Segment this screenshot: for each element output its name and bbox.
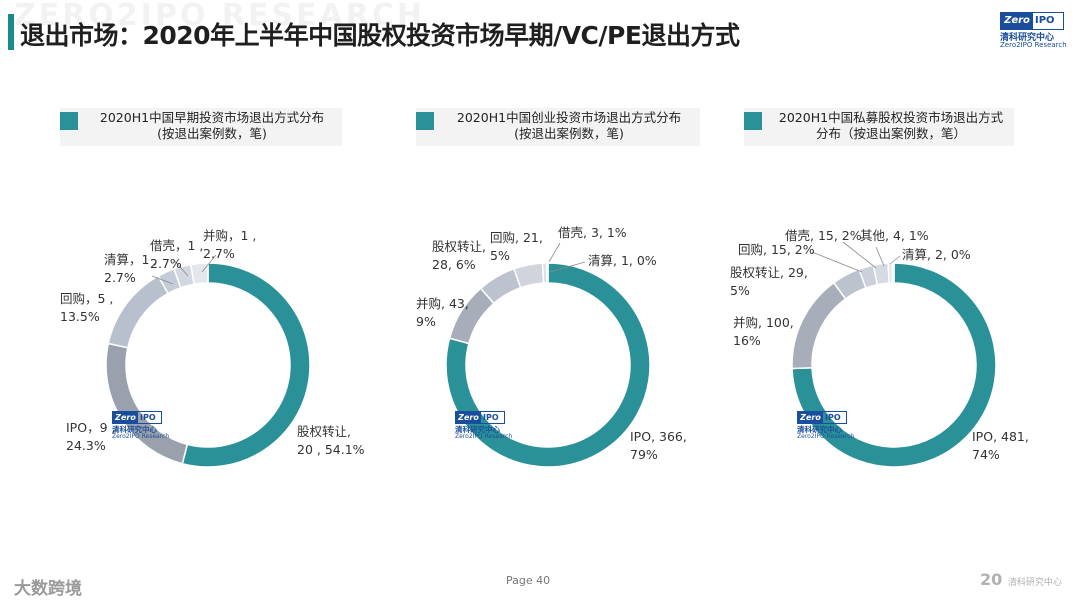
legend-line-1: 2020H1中国创业投资市场退出方式分布 <box>456 110 682 125</box>
slice-IPO <box>791 262 997 468</box>
logo-ipo-text: IPO <box>1035 15 1055 26</box>
legend-swatch <box>416 112 434 130</box>
page-title: 退出市场：2020年上半年中国股权投资市场早期/VC/PE退出方式 <box>20 21 740 50</box>
logo-cn-text: 清科研究中心 <box>1000 33 1055 43</box>
footer-brand: 20 清科研究中心 <box>980 570 1062 589</box>
footer-brand-num: 20 <box>980 570 1003 589</box>
legend-early: 2020H1中国早期投资市场退出方式分布 (按退出案例数，笔) <box>60 108 342 146</box>
title-accent-bar <box>8 14 14 50</box>
data-label-IPO: IPO，9 , 24.3% <box>66 420 115 453</box>
zero2ipo-logo: Zero IPO 清科研究中心 Zero2IPO Research <box>990 12 1070 52</box>
leader-line <box>549 261 586 273</box>
data-label-借壳: 借壳, 15, 2% <box>785 228 862 243</box>
logo-zero-text: Zero <box>1001 13 1033 29</box>
data-label-清算: 清算, 2, 0% <box>902 247 971 262</box>
logo-zero-text: Zero <box>456 412 481 423</box>
logo-en-text: Zero2IPO Research <box>797 433 855 440</box>
legend-line-1: 2020H1中国私募股权投资市场退出方式 <box>778 110 1004 125</box>
slice-IPO <box>445 262 651 468</box>
chart-logo-early: Zero IPO 清科研究中心 Zero2IPO Research <box>112 411 178 443</box>
data-label-并购: 并购, 100, 16% <box>733 315 794 348</box>
slice-回购 <box>107 274 170 349</box>
data-label-并购: 并购，1 , 2.7% <box>203 228 256 261</box>
data-label-股权转让: 股权转让, 20 , 54.1% <box>297 424 365 457</box>
logo-en-text: Zero2IPO Research <box>112 433 170 440</box>
data-label-IPO: IPO, 481, 74% <box>972 429 1029 462</box>
data-label-并购: 并购, 43, 9% <box>416 296 469 329</box>
data-label-其他: 其他, 4, 1% <box>860 228 929 243</box>
data-label-借壳: 借壳，1 , 2.7% <box>150 238 203 271</box>
chart-logo-vc: Zero IPO 清科研究中心 Zero2IPO Research <box>455 411 521 443</box>
data-label-借壳: 借壳, 3, 1% <box>558 225 627 240</box>
logo-en-text: Zero2IPO Research <box>455 433 513 440</box>
logo-zero-text: Zero <box>113 412 138 423</box>
leader-line <box>173 259 189 277</box>
logo-ipo-text: IPO <box>140 413 156 422</box>
leader-line <box>201 254 217 273</box>
data-label-清算: 清算，1 , 2.7% <box>104 252 157 285</box>
slice-股权转让 <box>181 262 311 468</box>
data-label-股权转让: 股权转让, 29, 5% <box>730 265 808 298</box>
logo-zero-text: Zero <box>798 412 823 423</box>
logo-cn-text: 清科研究中心 <box>112 425 157 434</box>
slice-清算 <box>545 262 549 284</box>
slice-并购 <box>189 262 209 286</box>
watermark-text: ZERO2IPO RESEARCH <box>14 0 425 33</box>
legend-line-2: (按退出案例数，笔) <box>514 126 624 141</box>
footer-watermark: 大数跨境 <box>14 579 82 599</box>
legend-line-2: 分布（按退出案例数，笔） <box>815 126 966 141</box>
page-number: Page 40 <box>506 574 551 587</box>
legend-pe: 2020H1中国私募股权投资市场退出方式 分布（按退出案例数，笔） <box>744 108 1014 146</box>
data-label-清算: 清算, 1, 0% <box>588 253 657 268</box>
footer-brand-text: 清科研究中心 <box>1007 578 1062 588</box>
logo-ipo-text: IPO <box>483 413 499 422</box>
data-label-回购: 回购，5 , 13.5% <box>60 291 113 324</box>
data-label-IPO: IPO, 366, 79% <box>630 429 687 462</box>
data-label-股权转让: 股权转让, 28, 6% <box>432 239 486 272</box>
data-label-回购: 回购, 21, 5% <box>490 230 543 263</box>
leader-line <box>548 242 561 263</box>
legend-vc: 2020H1中国创业投资市场退出方式分布 (按退出案例数，笔) <box>416 108 700 146</box>
slice-清算 <box>891 262 895 284</box>
logo-cn-text: 清科研究中心 <box>455 425 500 434</box>
legend-swatch <box>744 112 762 130</box>
leader-line <box>889 255 901 265</box>
leader-line <box>842 241 877 269</box>
data-label-回购: 回购, 15, 2% <box>738 242 815 257</box>
legend-swatch <box>60 112 78 130</box>
leader-line <box>875 246 885 267</box>
legend-line-2: (按退出案例数，笔) <box>157 126 267 141</box>
slice-IPO <box>105 342 189 465</box>
slice-并购 <box>791 281 847 370</box>
legend-line-1: 2020H1中国早期投资市场退出方式分布 <box>99 110 325 125</box>
logo-cn-text: 清科研究中心 <box>797 425 842 434</box>
logo-en-text: Zero2IPO Research <box>1000 41 1067 49</box>
leader-line <box>811 251 863 273</box>
chart-logo-pe: Zero IPO 清科研究中心 Zero2IPO Research <box>797 411 863 443</box>
logo-ipo-text: IPO <box>825 413 841 422</box>
leader-line <box>151 275 174 285</box>
